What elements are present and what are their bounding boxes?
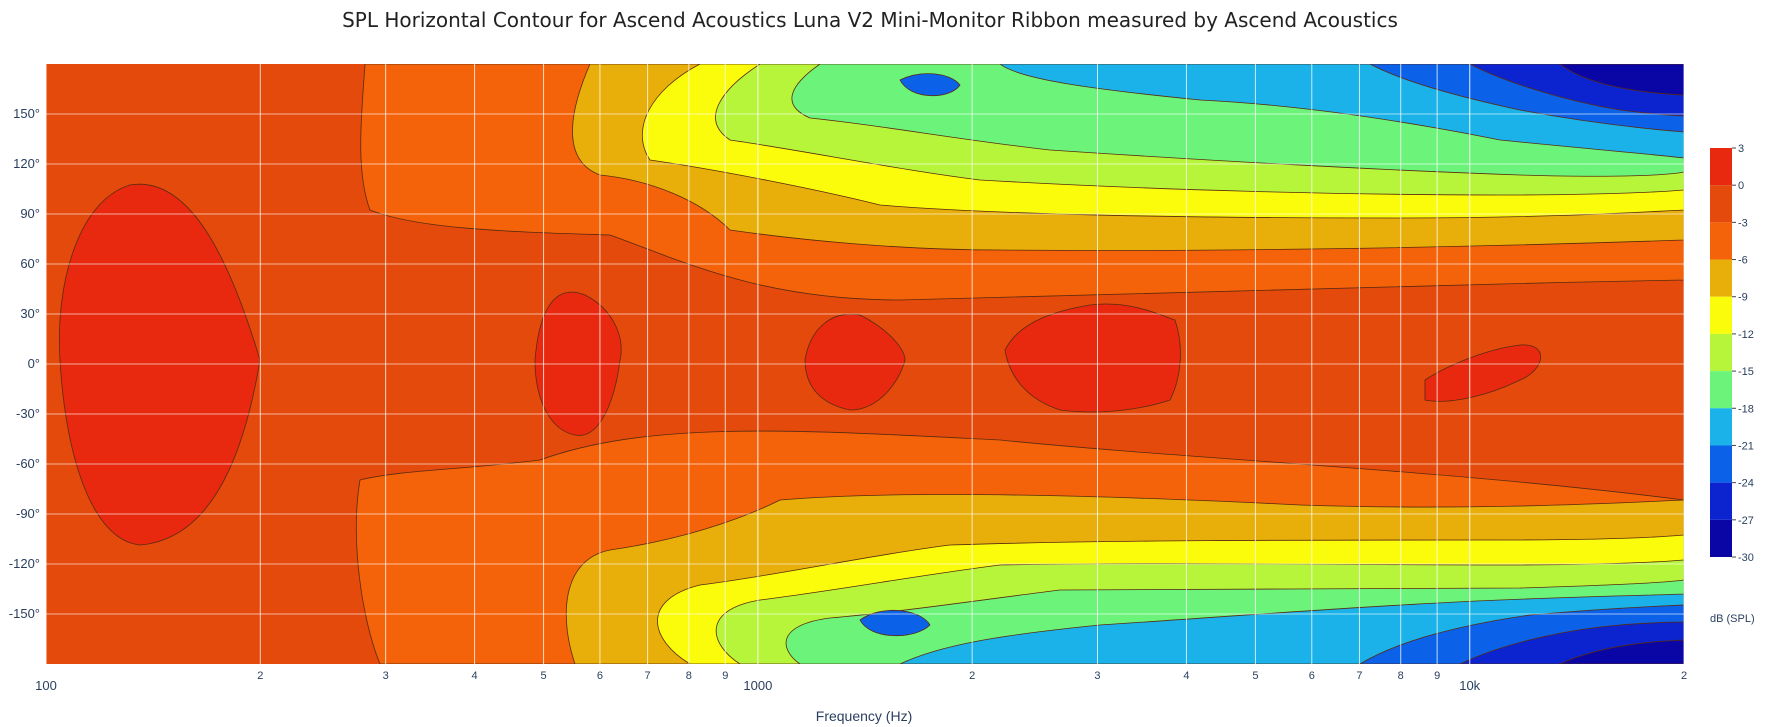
colorbar-tick-label: -18 <box>1738 403 1754 415</box>
x-tick-label: 2 <box>257 670 263 682</box>
colorbar-tick-label: 3 <box>1738 143 1744 155</box>
x-tick-label: 8 <box>1398 670 1404 682</box>
y-tick-label: -30° <box>16 406 40 421</box>
colorbar-tick-label: -24 <box>1738 478 1754 490</box>
chart-title: SPL Horizontal Contour for Ascend Acoust… <box>342 8 1398 32</box>
x-tick-label: 8 <box>686 670 692 682</box>
y-tick-label: -90° <box>16 506 40 521</box>
x-tick-label: 2 <box>1681 670 1687 682</box>
colorbar-tick-label: -21 <box>1738 440 1754 452</box>
x-tick-label: 3 <box>383 670 389 682</box>
x-tick-label: 9 <box>722 670 728 682</box>
y-tick-label: 0° <box>28 356 40 371</box>
colorbar-segment <box>1710 445 1732 483</box>
colorbar-segment <box>1710 371 1732 409</box>
x-tick-label: 1000 <box>743 678 772 693</box>
colorbar-segment <box>1710 408 1732 446</box>
colorbar-tick-label: -30 <box>1738 552 1754 564</box>
colorbar-tick-label: -9 <box>1738 292 1748 304</box>
y-tick-labels: 150° 120° 90° 60° 30° 0° -30° -60° -90° -120° -150… <box>9 106 40 621</box>
x-tick-label: 6 <box>597 670 603 682</box>
y-tick-label: 120° <box>13 156 40 171</box>
x-tick-label: 4 <box>472 670 478 682</box>
colorbar-title: dB (SPL) <box>1710 613 1755 625</box>
x-tick-labels: 100 2 3 4 5 6 7 8 9 1000 2 3 4 5 6 7 8 9 10k 2 <box>35 670 1687 693</box>
x-tick-label: 9 <box>1434 670 1440 682</box>
y-tick-label: 90° <box>20 206 40 221</box>
x-tick-label: 6 <box>1309 670 1315 682</box>
x-tick-label: 5 <box>1252 670 1258 682</box>
colorbar-tick-label: -27 <box>1738 515 1754 527</box>
contour-band-minus-27 <box>1459 64 1684 664</box>
x-tick-label: 7 <box>645 670 651 682</box>
colorbar-segment <box>1710 296 1732 334</box>
colorbar-tick-label: -3 <box>1738 217 1748 229</box>
colorbar-tick-label: -12 <box>1738 329 1754 341</box>
x-tick-label: 100 <box>35 678 57 693</box>
y-tick-label: 60° <box>20 256 40 271</box>
colorbar-labels: 3 0 -3 -6 -9 -12 -15 -18 -21 -24 -27 -30 <box>1732 143 1754 564</box>
colorbar-segment <box>1710 482 1732 520</box>
colorbar-segment <box>1710 333 1732 372</box>
colorbar-segment <box>1710 148 1732 186</box>
contour-band-minus-24 <box>859 64 1684 664</box>
y-tick-label: 150° <box>13 106 40 121</box>
y-tick-label: -120° <box>9 556 40 571</box>
x-tick-label: 3 <box>1094 670 1100 682</box>
y-tick-label: 30° <box>20 306 40 321</box>
x-tick-label: 7 <box>1356 670 1362 682</box>
grid-lines <box>46 64 1684 664</box>
colorbar-tick-label: -6 <box>1738 255 1748 267</box>
colorbar-segment <box>1710 185 1732 223</box>
contour-plot-area <box>46 64 1684 664</box>
x-tick-label: 10k <box>1459 678 1480 693</box>
colorbar-segment <box>1710 222 1732 260</box>
x-tick-label: 5 <box>541 670 547 682</box>
colorbar-tick-label: -15 <box>1738 366 1754 378</box>
colorbar-segment <box>1710 519 1732 557</box>
y-tick-label: -150° <box>9 606 40 621</box>
colorbar-tick-label: 0 <box>1738 180 1744 192</box>
colorbar <box>1710 148 1732 557</box>
x-tick-label: 4 <box>1183 670 1189 682</box>
x-axis-title: Frequency (Hz) <box>816 708 912 724</box>
y-tick-label: -60° <box>16 456 40 471</box>
colorbar-segment <box>1710 259 1732 297</box>
x-tick-label: 2 <box>969 670 975 682</box>
